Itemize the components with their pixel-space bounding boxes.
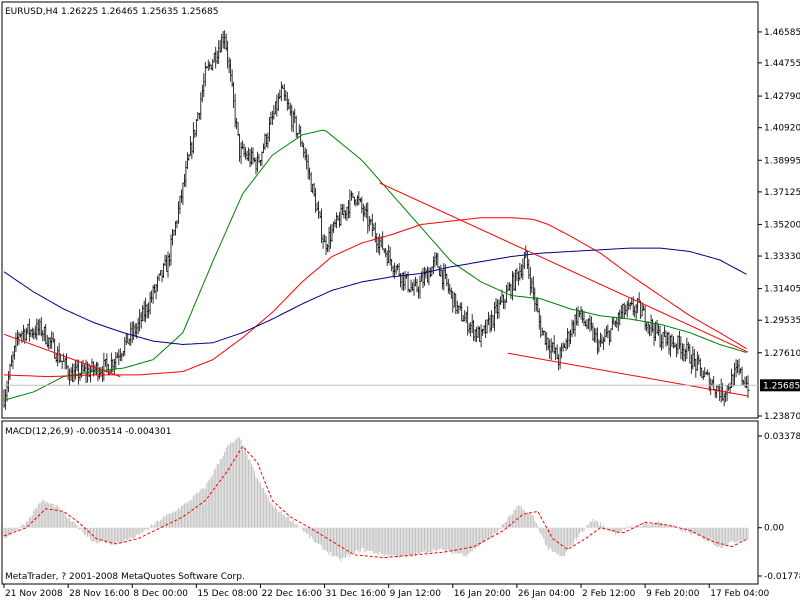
price-axis-label: 1.33330	[764, 252, 800, 262]
time-axis-label: 17 Feb 04:00	[710, 589, 769, 599]
chart-title: EURUSD,H4 1.26225 1.26465 1.25635 1.2568…	[5, 7, 218, 17]
macd-axis: 0.033782 0.00 -0.01778	[758, 432, 800, 582]
time-axis-label: 28 Nov 16:00	[69, 589, 130, 599]
time-axis-label: 22 Dec 16:00	[261, 589, 322, 599]
macd-axis-label: 0.00	[764, 524, 784, 534]
moving-averages-group	[3, 129, 747, 401]
current-price-marker: 1.25685	[4, 379, 800, 392]
current-price-box	[760, 379, 800, 392]
price-axis-label: 1.29535	[764, 316, 800, 326]
price-axis-label: 1.35200	[764, 220, 800, 230]
macd-title: MACD(12,26,9) -0.003514 -0.004301	[5, 427, 171, 437]
trendline-2	[379, 182, 749, 353]
time-axis-label: 26 Jan 04:00	[518, 589, 575, 599]
price-axis-label: 1.38995	[764, 156, 800, 166]
price-panel-frame	[1, 1, 759, 419]
price-bars-group	[3, 30, 750, 410]
time-axis-label: 2 Feb 12:00	[582, 589, 636, 599]
time-axis-label: 8 Dec 00:00	[133, 589, 188, 599]
time-axis-label: 9 Feb 20:00	[646, 589, 700, 599]
time-axis-label: 16 Jan 20:00	[454, 589, 511, 599]
price-axis-label: 1.44755	[764, 59, 800, 69]
macd-histogram-group	[3, 437, 749, 562]
price-axis-label: 1.31405	[764, 285, 800, 295]
time-axis: 21 Nov 2008 28 Nov 16:00 8 Dec 00:00 15 Dec…	[3, 584, 770, 599]
time-axis-label: 21 Nov 2008	[5, 589, 63, 599]
macd-signal-line	[3, 445, 747, 558]
trendline-3	[507, 352, 749, 397]
macd-axis-label: -0.01778	[764, 572, 800, 582]
price-axis-label: 1.40920	[764, 124, 800, 134]
price-axis-label: 1.46585	[764, 28, 800, 38]
time-axis-label: 31 Dec 16:00	[326, 589, 387, 599]
macd-panel-frame	[1, 420, 759, 585]
trendlines-group	[3, 182, 749, 397]
price-axis-label: 1.37125	[764, 188, 800, 198]
macd-axis-label: 0.033782	[764, 432, 800, 442]
price-axis-label: 1.23870	[764, 412, 800, 422]
trendline-1	[3, 333, 121, 378]
price-axis: 1.46585 1.44755 1.42790 1.40920 1.38995 1.371…	[758, 28, 800, 422]
copyright-text: MetaTrader, ? 2001-2008 MetaQuotes Softw…	[5, 572, 245, 582]
price-axis-label: 1.27610	[764, 349, 800, 359]
time-axis-label: 15 Dec 08:00	[197, 589, 258, 599]
ma-slow-line	[3, 247, 747, 346]
time-axis-label: 9 Jan 12:00	[390, 589, 442, 599]
ma-mid-line	[3, 217, 747, 378]
price-axis-label: 1.42790	[764, 92, 800, 102]
current-price-label: 1.25685	[763, 381, 800, 391]
macd-signal-group	[3, 445, 747, 558]
ma-fast-line	[3, 129, 747, 401]
